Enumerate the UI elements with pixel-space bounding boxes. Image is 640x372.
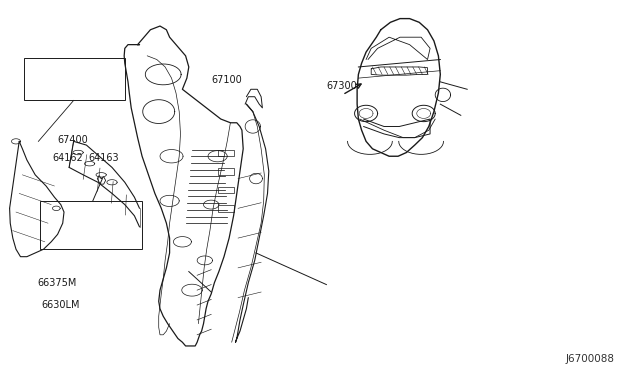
Text: 6630LM: 6630LM bbox=[42, 300, 80, 310]
Text: 64162: 64162 bbox=[52, 153, 83, 163]
Text: 67300: 67300 bbox=[326, 81, 357, 90]
Text: 64163: 64163 bbox=[88, 153, 119, 163]
Bar bbox=[40, 201, 142, 249]
Bar bbox=[218, 168, 234, 175]
Bar bbox=[218, 150, 234, 156]
Text: 66375M: 66375M bbox=[37, 278, 77, 288]
Text: J6700088: J6700088 bbox=[565, 354, 614, 364]
Text: 67400: 67400 bbox=[58, 135, 88, 144]
Bar bbox=[218, 187, 234, 193]
Text: 67100: 67100 bbox=[211, 75, 242, 85]
Bar bbox=[24, 58, 125, 100]
Bar bbox=[218, 205, 234, 212]
